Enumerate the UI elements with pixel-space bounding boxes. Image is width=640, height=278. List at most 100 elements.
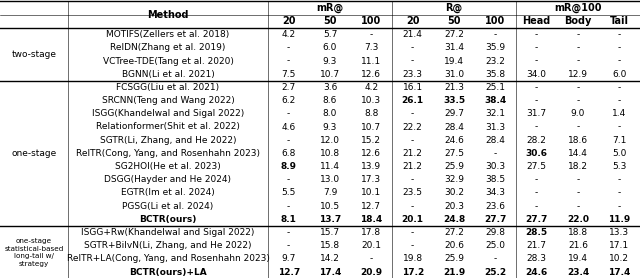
- Text: 11.4: 11.4: [320, 162, 340, 171]
- Text: 23.5: 23.5: [403, 188, 422, 197]
- Text: -: -: [411, 109, 414, 118]
- Text: PGSG(Li et al. 2024): PGSG(Li et al. 2024): [122, 202, 214, 211]
- Text: 4.2: 4.2: [282, 30, 296, 39]
- Text: 35.9: 35.9: [485, 43, 506, 52]
- Text: -: -: [493, 30, 497, 39]
- Text: 18.8: 18.8: [568, 228, 588, 237]
- Text: -: -: [618, 30, 621, 39]
- Text: 12.7: 12.7: [278, 268, 300, 277]
- Text: -: -: [577, 83, 580, 92]
- Text: 12.6: 12.6: [362, 149, 381, 158]
- Text: 10.1: 10.1: [361, 188, 381, 197]
- Text: 10.2: 10.2: [609, 254, 629, 264]
- Text: 19.4: 19.4: [444, 56, 464, 66]
- Text: -: -: [370, 254, 373, 264]
- Text: 22.0: 22.0: [567, 215, 589, 224]
- Text: BCTR(ours)+LA: BCTR(ours)+LA: [129, 268, 207, 277]
- Text: -: -: [535, 30, 538, 39]
- Text: -: -: [577, 123, 580, 131]
- Text: ISGG(Khandelwal and Sigal 2022): ISGG(Khandelwal and Sigal 2022): [92, 109, 244, 118]
- Text: 11.1: 11.1: [361, 56, 381, 66]
- Text: mR@100: mR@100: [554, 3, 602, 13]
- Text: 18.2: 18.2: [568, 162, 588, 171]
- Text: -: -: [411, 56, 414, 66]
- Text: 5.3: 5.3: [612, 162, 627, 171]
- Text: 15.7: 15.7: [320, 228, 340, 237]
- Text: 4.2: 4.2: [364, 83, 378, 92]
- Text: 21.2: 21.2: [403, 149, 422, 158]
- Text: BCTR(ours): BCTR(ours): [140, 215, 196, 224]
- Text: -: -: [535, 202, 538, 211]
- Text: 26.1: 26.1: [402, 96, 424, 105]
- Text: 28.4: 28.4: [444, 123, 464, 131]
- Text: 11.9: 11.9: [608, 215, 630, 224]
- Text: 18.6: 18.6: [568, 136, 588, 145]
- Text: 7.9: 7.9: [323, 188, 337, 197]
- Text: 27.5: 27.5: [444, 149, 464, 158]
- Text: RelTR(Cong, Yang, and Rosenhahn 2023): RelTR(Cong, Yang, and Rosenhahn 2023): [76, 149, 260, 158]
- Text: 25.2: 25.2: [484, 268, 506, 277]
- Text: -: -: [577, 43, 580, 52]
- Text: 14.2: 14.2: [320, 254, 340, 264]
- Text: -: -: [618, 123, 621, 131]
- Text: 5.5: 5.5: [282, 188, 296, 197]
- Text: 4.6: 4.6: [282, 123, 296, 131]
- Text: 19.8: 19.8: [403, 254, 423, 264]
- Text: 12.7: 12.7: [362, 202, 381, 211]
- Text: Method: Method: [147, 9, 189, 19]
- Text: 23.6: 23.6: [485, 202, 506, 211]
- Text: -: -: [411, 43, 414, 52]
- Text: -: -: [287, 241, 291, 250]
- Text: -: -: [618, 96, 621, 105]
- Text: 9.3: 9.3: [323, 56, 337, 66]
- Text: 24.6: 24.6: [444, 136, 464, 145]
- Text: 13.0: 13.0: [320, 175, 340, 184]
- Text: EGTR(Im et al. 2024): EGTR(Im et al. 2024): [121, 188, 215, 197]
- Text: 31.7: 31.7: [527, 109, 547, 118]
- Text: 30.2: 30.2: [444, 188, 464, 197]
- Text: -: -: [577, 188, 580, 197]
- Text: 27.2: 27.2: [444, 228, 464, 237]
- Text: 20.9: 20.9: [360, 268, 382, 277]
- Text: -: -: [618, 56, 621, 66]
- Text: R@: R@: [445, 3, 463, 13]
- Text: -: -: [535, 175, 538, 184]
- Text: -: -: [535, 43, 538, 52]
- Text: 6.0: 6.0: [323, 43, 337, 52]
- Text: -: -: [577, 175, 580, 184]
- Text: -: -: [411, 136, 414, 145]
- Text: 2.7: 2.7: [282, 83, 296, 92]
- Text: 9.7: 9.7: [282, 254, 296, 264]
- Text: -: -: [535, 56, 538, 66]
- Text: 7.1: 7.1: [612, 136, 627, 145]
- Text: 27.5: 27.5: [527, 162, 547, 171]
- Text: one-stage
statistical-based
long-tail w/
strategy: one-stage statistical-based long-tail w/…: [4, 238, 64, 267]
- Text: 28.4: 28.4: [485, 136, 505, 145]
- Text: -: -: [577, 30, 580, 39]
- Text: -: -: [411, 228, 414, 237]
- Text: two-stage: two-stage: [12, 50, 56, 59]
- Text: 30.6: 30.6: [525, 149, 548, 158]
- Text: SGTR(Li, Zhang, and He 2022): SGTR(Li, Zhang, and He 2022): [100, 136, 236, 145]
- Text: -: -: [577, 96, 580, 105]
- Text: 31.3: 31.3: [485, 123, 506, 131]
- Text: 28.3: 28.3: [527, 254, 547, 264]
- Text: 50: 50: [447, 16, 461, 26]
- Text: -: -: [535, 96, 538, 105]
- Text: 8.1: 8.1: [281, 215, 296, 224]
- Text: BGNN(Li et al. 2021): BGNN(Li et al. 2021): [122, 70, 214, 79]
- Text: -: -: [287, 136, 291, 145]
- Text: 100: 100: [485, 16, 506, 26]
- Text: -: -: [370, 30, 373, 39]
- Text: 5.7: 5.7: [323, 30, 337, 39]
- Text: 28.5: 28.5: [525, 228, 548, 237]
- Text: 31.0: 31.0: [444, 70, 464, 79]
- Text: -: -: [287, 175, 291, 184]
- Text: 19.4: 19.4: [568, 254, 588, 264]
- Text: -: -: [287, 109, 291, 118]
- Text: -: -: [618, 83, 621, 92]
- Text: 13.3: 13.3: [609, 228, 629, 237]
- Text: SGTR+BilvN(Li, Zhang, and He 2022): SGTR+BilvN(Li, Zhang, and He 2022): [84, 241, 252, 250]
- Text: VCTree-TDE(Tang et al. 2020): VCTree-TDE(Tang et al. 2020): [102, 56, 234, 66]
- Text: 30.3: 30.3: [485, 162, 506, 171]
